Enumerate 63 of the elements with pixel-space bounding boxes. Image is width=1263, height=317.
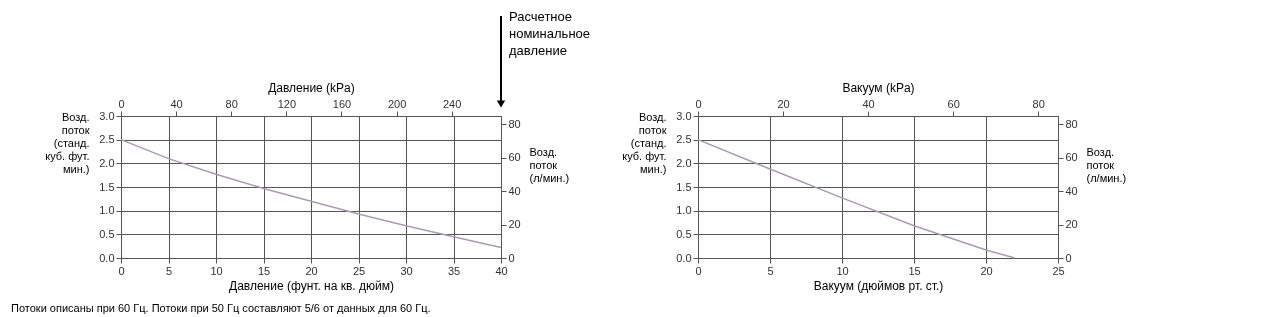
x-tick-label: 20	[980, 264, 993, 277]
x-tick-label: 25	[1052, 264, 1065, 277]
x-tick-label: 10	[836, 264, 849, 277]
text: Расчетное номинальное давление	[509, 9, 591, 58]
y-tick-label: 2.5	[676, 133, 692, 146]
y2-tick-label: 0	[1065, 251, 1072, 264]
y-tick-label: 2.5	[99, 133, 115, 146]
y-tick-label: 0.0	[676, 251, 692, 264]
x-tick-label: 0	[695, 264, 702, 277]
y2-tick-label: 40	[508, 184, 521, 197]
y-tick-label: 0.5	[676, 227, 692, 240]
x2-tick-label: 240	[442, 97, 462, 110]
x-tick-label: 20	[305, 264, 318, 277]
x-tick-label: 40	[495, 264, 508, 277]
x-tick-label: 30	[400, 264, 413, 277]
x2-tick-label: 160	[332, 97, 352, 110]
y2-axis-title: Возд. поток (л/мин.)	[1086, 145, 1127, 184]
x2-tick-label: 80	[225, 97, 238, 110]
y-tick-label: 1.5	[99, 180, 115, 193]
y2-tick-label: 80	[508, 117, 521, 130]
y2-tick-label: 0	[508, 251, 515, 264]
x2-axis-title: Давление (kPa)	[268, 80, 355, 95]
y-axis-title: Возд. поток (станд. куб. фут. мин.)	[622, 110, 667, 175]
y-tick-label: 2.0	[676, 156, 692, 169]
y2-tick-label: 20	[1065, 218, 1078, 231]
x2-tick-label: 40	[862, 97, 875, 110]
x-tick-label: 10	[210, 264, 223, 277]
y-tick-label: 0.5	[99, 227, 115, 240]
y-tick-label: 1.0	[676, 204, 692, 217]
x-tick-label: 25	[352, 264, 366, 277]
x-tick-label: 15	[257, 264, 271, 277]
y2-tick-label: 40	[1065, 184, 1078, 197]
y2-tick-label: 60	[508, 151, 521, 164]
line-series	[120, 138, 502, 249]
y2-axis-title: Возд. поток (л/мин.)	[529, 145, 570, 184]
x2-tick-label: 0	[695, 97, 702, 110]
y-axis-title: Возд. поток (станд. куб. фут. мин.)	[45, 110, 90, 175]
x-axis-title: Давление (фунт. на кв. дюйм)	[229, 278, 394, 293]
text: Потоки описаны при 60 Гц. Потоки при 50 Гц составляют 5/6 от данных для 60 Гц.	[11, 302, 431, 314]
x2-tick-label: 80	[1032, 97, 1045, 110]
x2-tick-label: 40	[170, 97, 183, 110]
x2-axis-title: Вакуум (kPa)	[842, 80, 915, 95]
x-tick-label: 35	[447, 264, 461, 277]
line-series	[697, 138, 1016, 259]
x-tick-label: 5	[165, 264, 173, 277]
y-tick-label: 3.0	[99, 109, 115, 122]
x-tick-label: 15	[908, 264, 921, 277]
x-axis-title: Вакуум (дюймов рт. ст.)	[813, 278, 944, 293]
y-tick-label: 1.5	[676, 180, 692, 193]
x2-tick-label: 60	[947, 97, 960, 110]
x2-tick-label: 0	[118, 97, 125, 110]
y-tick-label: 3.0	[676, 109, 692, 122]
y2-tick-label: 60	[1065, 151, 1078, 164]
x2-tick-label: 20	[777, 97, 790, 110]
y-tick-label: 2.0	[99, 156, 115, 169]
x-tick-label: 0	[118, 264, 125, 277]
x2-tick-label: 200	[387, 97, 407, 110]
y-tick-label: 1.0	[99, 204, 115, 217]
y2-tick-label: 20	[508, 218, 521, 231]
x2-tick-label: 120	[277, 97, 297, 110]
y-tick-label: 0.0	[99, 251, 115, 264]
y2-tick-label: 80	[1065, 117, 1078, 130]
x-tick-label: 5	[767, 264, 774, 277]
